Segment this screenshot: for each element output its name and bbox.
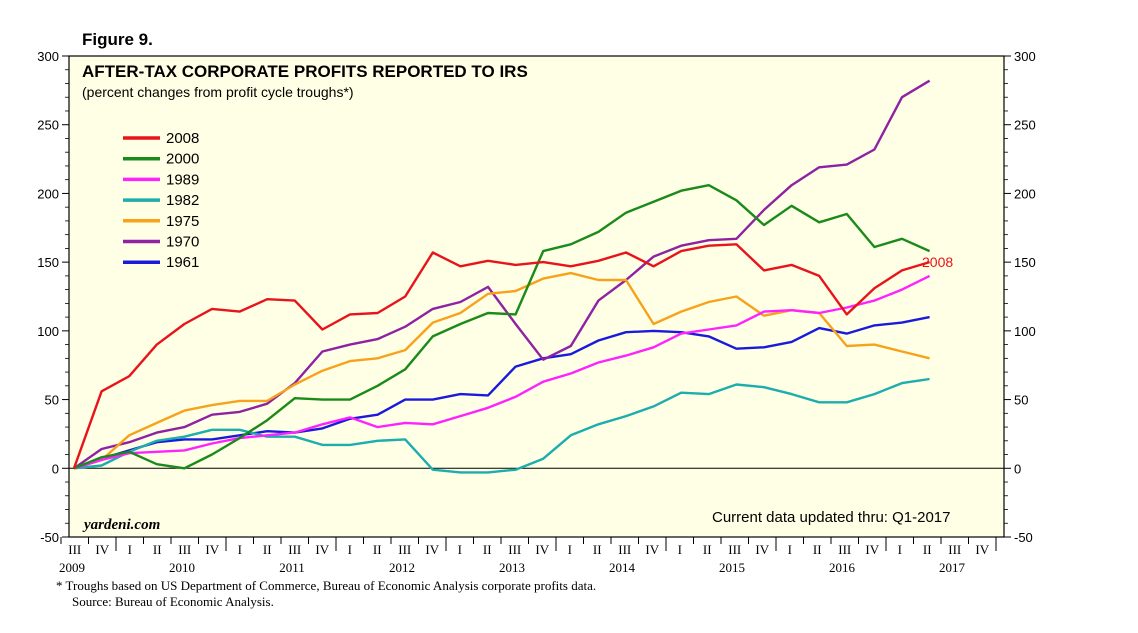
x-quarter-label: I	[238, 542, 242, 557]
legend: 2008 2000 1989 1982 1975 1970 1961	[123, 130, 199, 271]
series-layer	[72, 79, 931, 474]
x-quarter-label: IV	[645, 542, 659, 557]
x-year-label: 2016	[829, 560, 856, 575]
x-quarter-label: II	[813, 542, 822, 557]
x-quarter-label: III	[618, 542, 631, 557]
x-quarter-label: IV	[535, 542, 549, 557]
y-tick-label-right: 200	[1014, 186, 1036, 201]
x-quarter-label: I	[568, 542, 572, 557]
plot-area	[69, 56, 1004, 537]
x-quarter-label: III	[728, 542, 741, 557]
axes-layer: -50 -50 0 0 50 50 100 100 150 150 200 200 250 250 300 3…	[37, 49, 1035, 545]
x-year-label: 2009	[59, 560, 85, 575]
x-year-label: 2011	[279, 560, 305, 575]
legend-label-1975: 1975	[166, 213, 199, 230]
x-quarter-label: I	[458, 542, 462, 557]
y-tick-label-left: 300	[37, 49, 59, 64]
x-year-label: 2014	[609, 560, 636, 575]
x-axis: III IV I II III IV I II III IV I II III IV I II III IV I II…	[59, 537, 997, 575]
x-quarter-label: II	[703, 542, 712, 557]
x-quarter-label: II	[483, 542, 492, 557]
series-line-1970	[73, 79, 931, 470]
x-quarter-label: IV	[95, 542, 109, 557]
x-year-label: 2012	[389, 560, 415, 575]
x-quarter-label: I	[678, 542, 682, 557]
x-quarter-label: IV	[425, 542, 439, 557]
x-quarter-label: I	[128, 542, 132, 557]
y-tick-label-right: 250	[1014, 118, 1036, 133]
x-year-label: 2013	[499, 560, 525, 575]
y-tick-label-left: 150	[37, 255, 59, 270]
x-quarter-label: III	[178, 542, 191, 557]
y-tick-label-right: -50	[1014, 530, 1033, 545]
watermark: yardeni.com	[82, 517, 160, 533]
source-note: Source: Bureau of Economic Analysis.	[72, 594, 274, 609]
y-tick-label-right: 0	[1014, 461, 1021, 476]
x-quarter-label: II	[593, 542, 602, 557]
x-quarter-label: I	[348, 542, 352, 557]
legend-label-1961: 1961	[166, 254, 199, 271]
series-line-2008	[72, 243, 930, 469]
y-tick-label-left: 250	[37, 118, 59, 133]
x-quarter-label: III	[948, 542, 961, 557]
x-quarter-label: IV	[975, 542, 989, 557]
y-tick-label-left: 0	[52, 461, 59, 476]
x-quarter-label: IV	[755, 542, 769, 557]
x-quarter-label: III	[838, 542, 851, 557]
x-quarter-label: III	[398, 542, 411, 557]
x-year-label: 2015	[719, 560, 745, 575]
x-quarter-label: I	[788, 542, 792, 557]
x-year-label: 2010	[169, 560, 195, 575]
x-quarter-label: II	[373, 542, 382, 557]
y-tick-label-left: 50	[45, 393, 59, 408]
y-tick-label-left: -50	[40, 530, 59, 545]
series-line-1961	[73, 315, 930, 470]
legend-label-1970: 1970	[166, 234, 199, 251]
y-tick-label-right: 150	[1014, 255, 1036, 270]
y-tick-label-left: 200	[37, 186, 59, 201]
x-quarter-label: IV	[865, 542, 879, 557]
series-line-1989	[73, 274, 931, 470]
chart-title: AFTER-TAX CORPORATE PROFITS REPORTED TO …	[82, 62, 528, 81]
y-tick-label-left: 100	[37, 324, 59, 339]
y-tick-label-right: 100	[1014, 324, 1036, 339]
series-line-1982	[73, 377, 930, 474]
x-quarter-label: III	[508, 542, 521, 557]
end-label-2008: 2008	[922, 254, 953, 270]
x-quarter-label: I	[898, 542, 902, 557]
figure-label: Figure 9.	[82, 30, 153, 49]
series-line-2000	[73, 183, 931, 470]
updated-note: Current data updated thru: Q1-2017	[712, 509, 951, 526]
x-quarter-label: IV	[205, 542, 219, 557]
x-quarter-label: II	[263, 542, 272, 557]
y-tick-label-right: 50	[1014, 393, 1028, 408]
plot-frame	[68, 55, 1005, 538]
x-year-label: 2017	[939, 560, 966, 575]
chart-subtitle: (percent changes from profit cycle troug…	[82, 84, 354, 100]
legend-label-1989: 1989	[166, 171, 199, 188]
x-quarter-label: II	[153, 542, 162, 557]
x-quarter-label: III	[68, 542, 81, 557]
legend-label-2008: 2008	[166, 130, 199, 147]
y-tick-label-right: 300	[1014, 49, 1036, 64]
x-quarter-label: II	[923, 542, 932, 557]
x-quarter-label: III	[288, 542, 301, 557]
footnote: * Troughs based on US Department of Comm…	[56, 578, 596, 593]
x-quarter-label: IV	[315, 542, 329, 557]
legend-label-1982: 1982	[166, 192, 199, 209]
legend-label-2000: 2000	[166, 151, 199, 168]
